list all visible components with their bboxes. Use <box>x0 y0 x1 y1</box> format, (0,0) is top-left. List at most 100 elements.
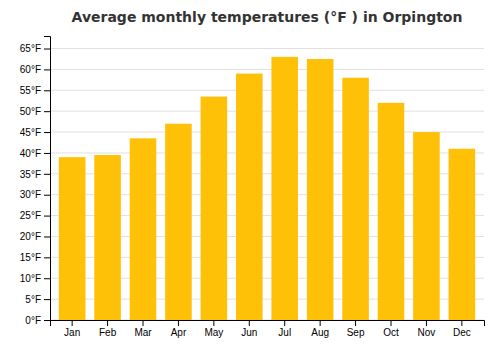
grid-line <box>50 69 484 70</box>
y-tick-label: 10°F <box>20 273 41 284</box>
x-axis-line <box>51 321 485 327</box>
bar <box>307 59 334 320</box>
bar <box>378 103 405 320</box>
y-tick: 55°F <box>20 85 50 96</box>
x-tick-label: Oct <box>383 327 399 338</box>
x-tick-label: Feb <box>99 327 117 338</box>
x-tick: Sep <box>347 320 365 338</box>
y-tick-mark <box>44 49 50 50</box>
y-tick: 20°F <box>20 231 50 242</box>
bar <box>449 149 476 320</box>
y-tick-mark <box>44 132 50 133</box>
y-axis-line <box>44 37 51 321</box>
y-tick-mark <box>44 236 50 237</box>
x-tick-mark <box>143 320 144 326</box>
y-tick: 0°F <box>25 315 50 326</box>
y-axis: 0°F 5°F 10°F 15°F 20°F 25°F 30°F 35°F 40°F 45°F 50… <box>20 37 51 326</box>
x-tick-mark <box>355 320 356 326</box>
y-tick-label: 0°F <box>25 315 41 326</box>
x-tick: May <box>204 320 223 338</box>
x-tick: Apr <box>171 320 187 338</box>
bars <box>59 57 475 320</box>
y-tick-label: 25°F <box>20 210 41 221</box>
y-tick-label: 35°F <box>20 169 41 180</box>
x-tick-mark <box>213 320 214 326</box>
y-tick: 30°F <box>20 189 50 200</box>
x-tick-mark <box>461 320 462 326</box>
y-tick-mark <box>44 69 50 70</box>
x-tick: Jan <box>64 320 80 338</box>
chart: 0°F 5°F 10°F 15°F 20°F 25°F 30°F 35°F 40°F 45°F 50… <box>0 0 500 350</box>
bar <box>236 74 263 320</box>
x-tick-label: Jan <box>64 327 80 338</box>
plot-area: 0°F 5°F 10°F 15°F 20°F 25°F 30°F 35°F 40°F 45°F 50… <box>20 37 485 339</box>
grid-line <box>50 111 484 112</box>
y-tick-mark <box>44 90 50 91</box>
x-tick-label: Jul <box>278 327 291 338</box>
y-tick-label: 30°F <box>20 189 41 200</box>
x-tick-label: Aug <box>311 327 329 338</box>
y-tick-mark <box>44 257 50 258</box>
grid-line <box>50 48 484 49</box>
x-tick-mark <box>72 320 73 326</box>
title: Average monthly temperatures (°F ) in Or… <box>72 9 463 25</box>
y-tick-label: 5°F <box>25 294 41 305</box>
x-tick: Dec <box>453 320 471 338</box>
x-tick: Jun <box>241 320 257 338</box>
y-tick: 10°F <box>20 273 50 284</box>
x-tick-label: Apr <box>171 327 187 338</box>
y-tick-label: 15°F <box>20 252 41 263</box>
bar <box>94 155 121 320</box>
y-tick: 50°F <box>20 106 50 117</box>
bar <box>59 157 86 320</box>
x-tick: Aug <box>311 320 329 338</box>
x-tick-label: Sep <box>347 327 365 338</box>
y-tick-mark <box>44 299 50 300</box>
y-tick-label: 40°F <box>20 148 41 159</box>
x-tick-label: Dec <box>453 327 471 338</box>
y-tick: 45°F <box>20 127 50 138</box>
x-tick-mark <box>426 320 427 326</box>
x-tick-label: Nov <box>418 327 436 338</box>
y-tick-label: 55°F <box>20 85 41 96</box>
bar <box>342 78 369 320</box>
grid-line <box>50 90 484 91</box>
y-tick-mark <box>44 320 50 321</box>
y-tick: 40°F <box>20 148 50 159</box>
bar <box>413 132 440 320</box>
x-tick: Mar <box>134 320 152 338</box>
y-tick: 65°F <box>20 43 50 54</box>
y-tick-mark <box>44 216 50 217</box>
x-axis: Jan Feb Mar Apr May Jun Jul Aug Sep Oct Nov Dec <box>51 320 485 338</box>
bar <box>271 57 298 320</box>
x-tick: Oct <box>383 320 399 338</box>
x-tick-mark <box>320 320 321 326</box>
y-tick-mark <box>44 195 50 196</box>
y-tick: 35°F <box>20 169 50 180</box>
y-tick-mark <box>44 153 50 154</box>
y-tick-label: 20°F <box>20 231 41 242</box>
x-tick-mark <box>391 320 392 326</box>
y-tick: 25°F <box>20 210 50 221</box>
x-tick-mark <box>284 320 285 326</box>
x-tick-label: Mar <box>134 327 152 338</box>
bar <box>130 138 157 320</box>
x-tick-mark <box>107 320 108 326</box>
x-tick: Feb <box>99 320 117 338</box>
y-tick-label: 45°F <box>20 127 41 138</box>
y-tick-label: 60°F <box>20 64 41 75</box>
y-tick: 60°F <box>20 64 50 75</box>
x-tick-label: May <box>204 327 223 338</box>
y-tick: 15°F <box>20 252 50 263</box>
grid <box>50 49 484 320</box>
x-tick-mark <box>178 320 179 326</box>
x-tick: Jul <box>278 320 291 338</box>
x-tick: Nov <box>418 320 436 338</box>
x-tick-mark <box>249 320 250 326</box>
x-tick-label: Jun <box>241 327 257 338</box>
bar <box>201 97 228 320</box>
y-tick-label: 65°F <box>20 43 41 54</box>
y-tick: 5°F <box>25 294 50 305</box>
y-tick-label: 50°F <box>20 106 41 117</box>
y-tick-mark <box>44 174 50 175</box>
